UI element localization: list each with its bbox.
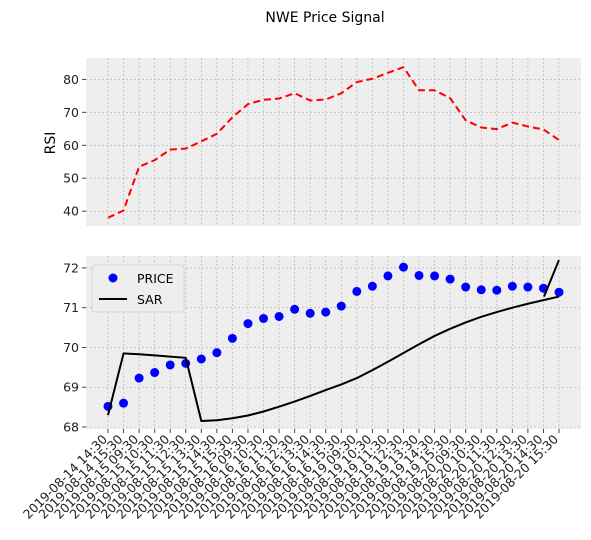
- price-point: [196, 354, 206, 364]
- price-point: [461, 282, 471, 292]
- price-point: [507, 281, 517, 291]
- price-point: [243, 319, 253, 329]
- price-point: [430, 271, 440, 281]
- price-y-tick-label: 71: [63, 300, 79, 315]
- price-point: [367, 281, 377, 291]
- price-point: [554, 287, 564, 297]
- rsi-y-tick-label: 70: [63, 105, 79, 120]
- rsi-plot-background: [86, 58, 581, 226]
- price-point: [259, 313, 269, 323]
- price-series: [103, 259, 564, 423]
- rsi-y-ticks: 40 50 60 70 80: [63, 72, 86, 219]
- price-y-ticks: 68 69 70 71 72: [63, 260, 86, 435]
- price-point: [336, 301, 346, 311]
- legend-sar-label: SAR: [137, 292, 163, 307]
- price-point: [414, 270, 424, 280]
- price-y-tick-label: 70: [63, 340, 79, 355]
- price-point: [321, 307, 331, 317]
- price-y-tick-label: 72: [63, 260, 79, 275]
- rsi-y-tick-label: 40: [63, 204, 79, 219]
- price-point: [398, 262, 408, 272]
- price-point: [523, 282, 533, 292]
- rsi-series: [107, 66, 560, 219]
- legend-price-label: PRICE: [137, 271, 174, 286]
- price-point: [274, 311, 284, 321]
- rsi-panel: 40 50 60 70 80 RSI: [43, 58, 581, 226]
- rsi-y-tick-label: 50: [63, 171, 79, 186]
- price-point: [150, 368, 160, 378]
- price-point: [227, 333, 237, 343]
- rsi-y-axis-label: RSI: [43, 132, 59, 155]
- price-point: [352, 286, 362, 296]
- price-point: [476, 285, 486, 295]
- price-y-tick-label: 68: [63, 420, 79, 435]
- rsi-y-tick-label: 80: [63, 72, 79, 87]
- price-point: [305, 308, 315, 318]
- price-point: [290, 304, 300, 314]
- chart-title: NWE Price Signal: [265, 10, 384, 26]
- price-y-tick-label: 69: [63, 380, 79, 395]
- price-point: [119, 398, 129, 408]
- price-point: [492, 285, 502, 295]
- rsi-line-line: [107, 66, 560, 219]
- price-point: [134, 373, 144, 383]
- legend: PRICE SAR: [91, 264, 185, 313]
- price-point: [445, 274, 455, 284]
- sar-tail-segment: [543, 259, 560, 297]
- price-point: [212, 348, 222, 358]
- rsi-grid: [86, 58, 581, 226]
- price-sar-line: [107, 295, 560, 423]
- legend-price-marker: [108, 273, 118, 283]
- price-point: [165, 360, 175, 370]
- rsi-y-tick-label: 60: [63, 138, 79, 153]
- price-point: [383, 271, 393, 281]
